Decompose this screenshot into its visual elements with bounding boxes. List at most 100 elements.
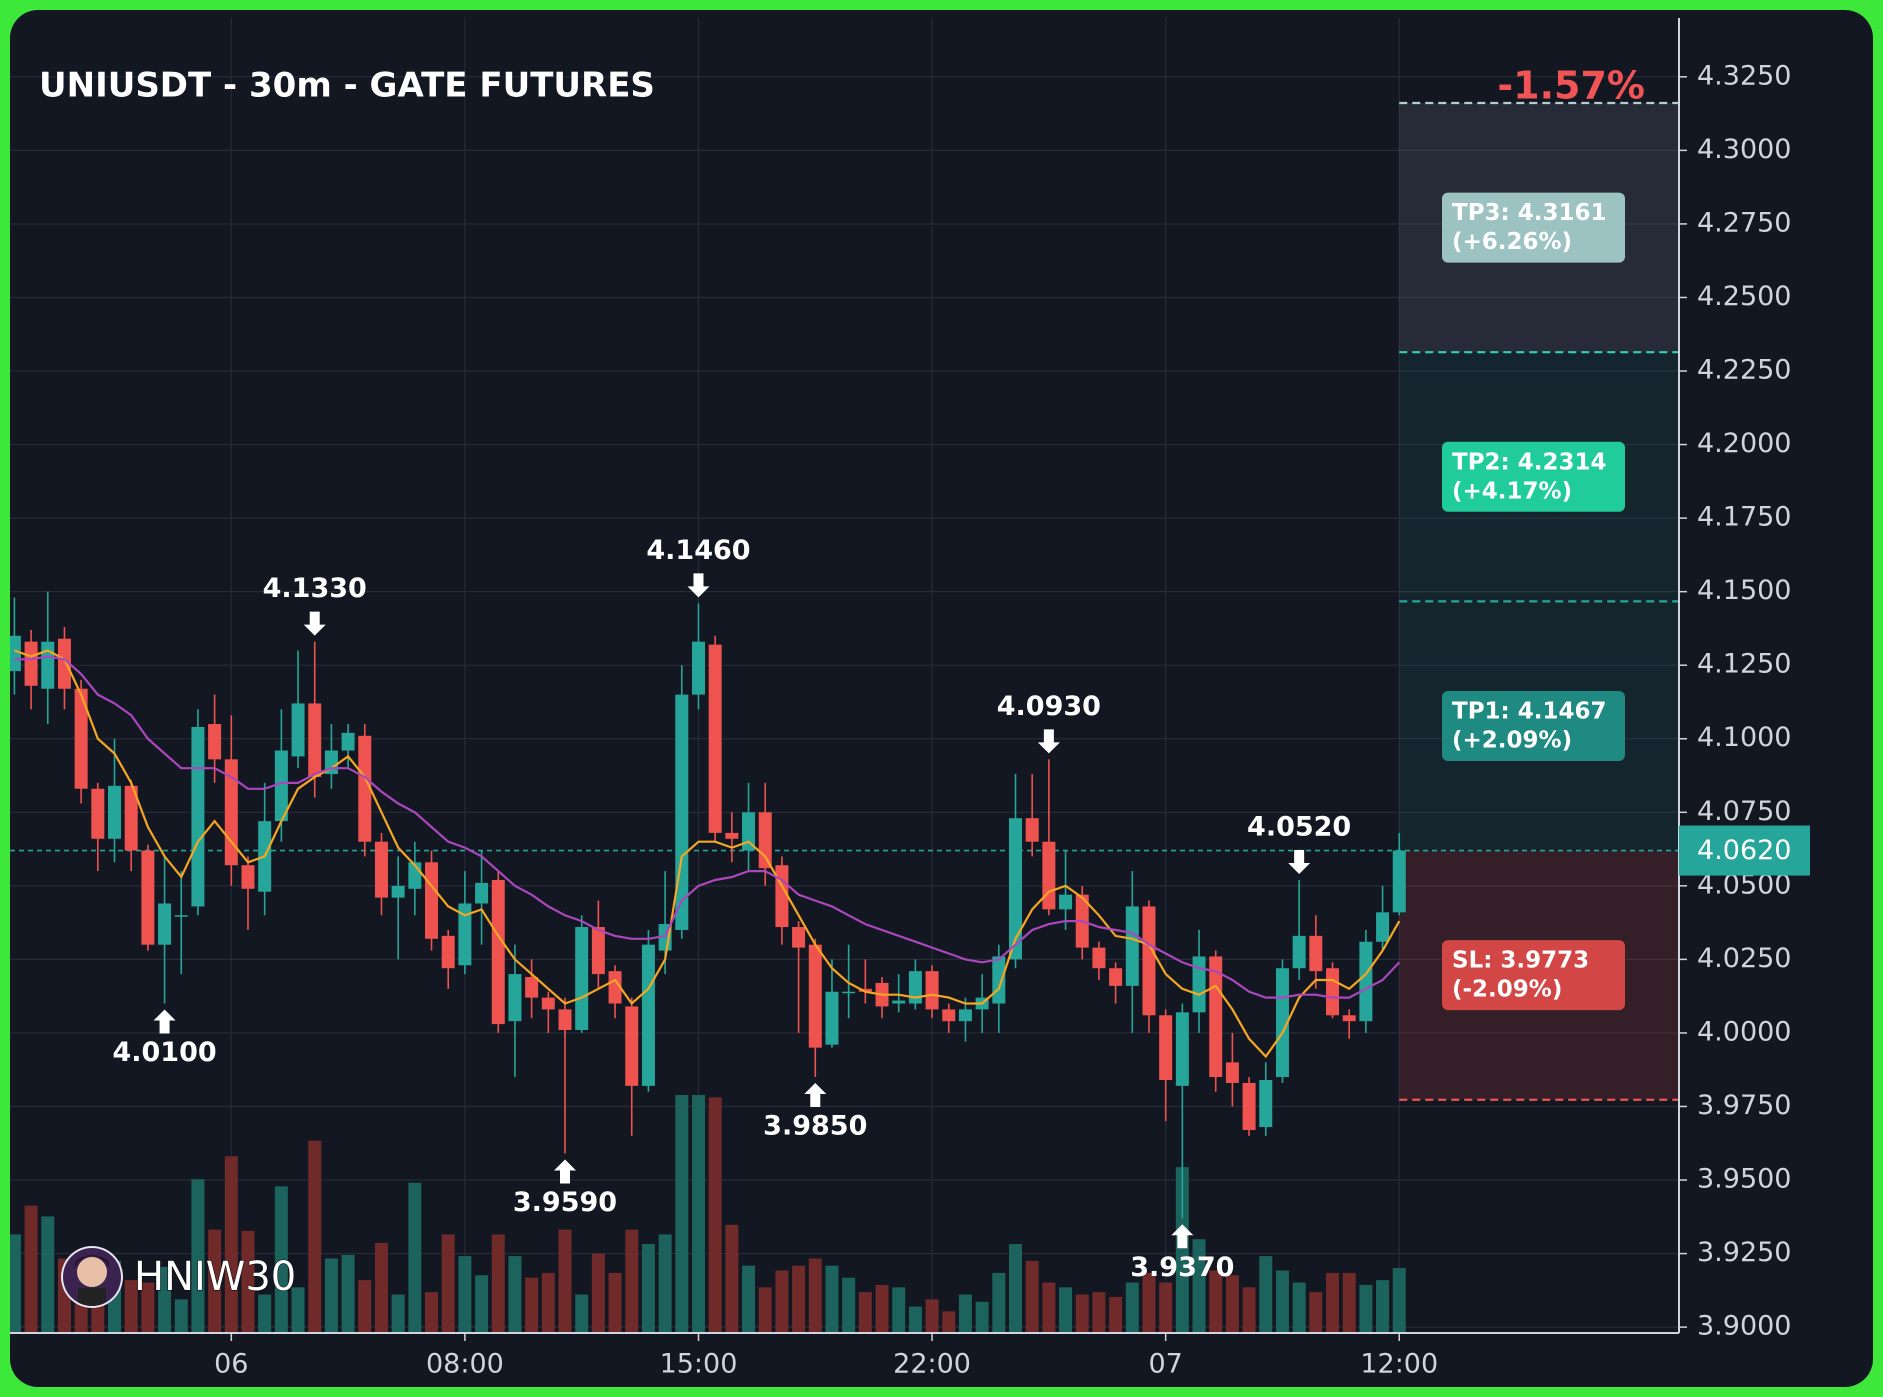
volume-bar <box>1042 1282 1056 1333</box>
y-tick-label: 4.3000 <box>1697 134 1791 165</box>
volume-bar <box>641 1244 655 1333</box>
candle-body <box>858 988 872 992</box>
candle-body <box>1109 968 1123 986</box>
volume-bar <box>158 1266 172 1333</box>
level-label: SL: 3.9773 <box>1452 948 1589 974</box>
volume-bar <box>1159 1282 1173 1333</box>
volume-bar <box>1125 1282 1139 1333</box>
candle-body <box>558 1009 572 1030</box>
volume-bar <box>608 1272 622 1333</box>
volume-bar <box>425 1292 439 1333</box>
volume-bar <box>291 1287 305 1333</box>
volume-bar <box>875 1284 889 1333</box>
annotation-label: 4.1330 <box>263 573 367 604</box>
volume-bar <box>508 1256 522 1333</box>
level-box <box>1442 940 1625 1011</box>
candle-body <box>10 635 21 672</box>
y-tick-label: 4.2500 <box>1697 281 1791 312</box>
volume-bar <box>174 1299 188 1333</box>
candle-body <box>1275 968 1289 1078</box>
volume-bar <box>575 1294 589 1333</box>
volume-bar <box>775 1270 789 1333</box>
x-tick-label: 22:00 <box>893 1349 971 1380</box>
y-tick-label: 4.0000 <box>1697 1016 1791 1047</box>
y-tick-label: 4.1500 <box>1697 575 1791 606</box>
candle-body <box>124 785 138 851</box>
volume-bar <box>958 1294 972 1333</box>
volume-bar <box>908 1306 922 1333</box>
volume-bar <box>41 1216 55 1333</box>
annotation-arrow <box>153 1009 176 1034</box>
candle-body <box>608 971 622 1004</box>
y-tick-label: 4.0750 <box>1697 796 1791 827</box>
level-box <box>1442 192 1625 263</box>
candle-body <box>475 882 489 904</box>
candle-body <box>725 832 739 839</box>
x-tick-label: 08:00 <box>426 1349 504 1380</box>
candle-body <box>1059 894 1073 910</box>
candle-body <box>942 1009 956 1022</box>
volume-bar <box>892 1287 906 1333</box>
moving-average <box>14 655 1401 999</box>
annotation-label: 4.1460 <box>646 535 750 566</box>
volume-bar <box>208 1229 222 1333</box>
x-tick-label: 07 <box>1148 1349 1182 1380</box>
overlay: UNIUSDT - 30m - GATE FUTURES -1.57% HNIW… <box>39 64 1645 1308</box>
volume-bar <box>391 1294 405 1333</box>
volume-bar <box>341 1254 355 1333</box>
candle-body <box>341 732 355 751</box>
candle-body <box>792 927 806 948</box>
candle-body <box>525 977 539 998</box>
level-label: TP1: 4.1467 <box>1452 698 1607 724</box>
volume-bar <box>1326 1272 1340 1333</box>
volume-bar <box>1359 1284 1373 1333</box>
candle-body <box>208 724 222 760</box>
volume-bar <box>1092 1292 1106 1333</box>
volume-bar <box>1142 1272 1156 1333</box>
volume-bar <box>191 1179 205 1333</box>
volume-bar <box>942 1311 956 1333</box>
x-tick-label: 12:00 <box>1360 1349 1438 1380</box>
volume-bar <box>808 1258 822 1333</box>
candle-body <box>1225 1062 1239 1083</box>
volume-bar <box>475 1275 489 1333</box>
candle-body <box>908 971 922 1004</box>
level-pct: (+4.17%) <box>1452 478 1572 504</box>
x-tick-label: 15:00 <box>660 1349 738 1380</box>
candle-body <box>625 1006 639 1086</box>
candle-body <box>308 703 322 777</box>
y-tick-label: 4.0250 <box>1697 943 1791 974</box>
moving-average <box>14 649 1401 1059</box>
volume-bar <box>241 1230 255 1333</box>
candle-body <box>1192 956 1206 1013</box>
candle-body <box>1009 818 1022 960</box>
volume-bar <box>758 1287 772 1333</box>
y-tick-label: 4.3250 <box>1697 60 1791 91</box>
volume-bar <box>1075 1294 1089 1333</box>
volume-bar <box>10 1234 21 1333</box>
level-pct: (-2.09%) <box>1452 977 1562 1003</box>
y-tick-label: 3.9500 <box>1697 1164 1791 1195</box>
candle-body <box>1376 912 1390 942</box>
candle-body <box>591 927 605 975</box>
candle-body <box>958 1009 972 1022</box>
avatar <box>63 1248 121 1306</box>
y-tick-label: 4.1250 <box>1697 649 1791 680</box>
candle-body <box>1392 850 1406 913</box>
candle-body <box>541 997 555 1010</box>
price-badge-label: 4.0620 <box>1697 835 1791 866</box>
volume-bar <box>1025 1260 1039 1333</box>
annotation-arrow <box>1288 849 1311 874</box>
candle-body <box>24 641 38 686</box>
candle-body <box>1175 1012 1189 1086</box>
volume-bar <box>1225 1275 1239 1333</box>
volume-bar <box>24 1205 38 1333</box>
annotation-arrow <box>687 573 710 598</box>
candle-body <box>1125 906 1139 986</box>
volume-bar <box>274 1186 288 1333</box>
candle-body <box>1326 968 1340 1016</box>
level-label: TP2: 4.2314 <box>1452 449 1607 475</box>
volume-bar <box>1292 1282 1306 1333</box>
candle-body <box>1159 1015 1173 1081</box>
candle-body <box>441 935 455 969</box>
